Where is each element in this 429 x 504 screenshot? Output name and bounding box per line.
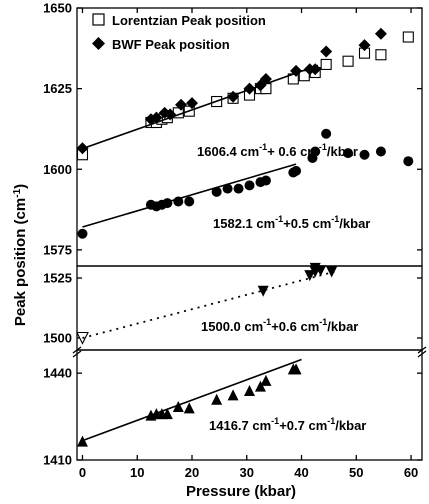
data-point-filled-triangle-up [183, 402, 195, 414]
x-axis-label: Pressure (kbar) [186, 483, 296, 500]
legend-label-bwf: BWF Peak position [112, 37, 230, 52]
data-point-filled-circle [260, 175, 271, 186]
y-tick-label: 1500 [43, 331, 72, 346]
data-point-filled-diamond [243, 82, 256, 95]
data-point-filled-triangle-up [172, 400, 184, 412]
x-tick-label: 0 [79, 465, 86, 480]
data-point-filled-circle [291, 165, 302, 176]
y-tick-label: 1410 [43, 453, 72, 468]
fit-line [82, 163, 297, 228]
panel-frame-3 [76, 349, 423, 461]
y-tick-label: 1525 [43, 271, 72, 286]
plot-panels: 1575 1600 1625 1650 1500 1525 1410 1440 [43, 1, 423, 468]
data-point-filled-circle [321, 128, 332, 139]
legend: Lorentzian Peak position BWF Peak positi… [92, 13, 266, 52]
data-point-filled-diamond [309, 63, 322, 76]
data-point-open-square [320, 58, 332, 70]
panel-frame-2 [76, 265, 423, 351]
fit-line [82, 358, 302, 442]
y-tick-label: 1625 [43, 81, 72, 96]
data-point-filled-circle [222, 183, 233, 194]
x-tick-label: 60 [404, 465, 418, 480]
y-tick-label: 1650 [43, 1, 72, 16]
data-point-filled-triangle-up [161, 408, 173, 420]
axis-break-mark-left [72, 346, 82, 358]
fit-annotation-2: 1582.1 cm-1+0.5 cm-1/kbar [213, 214, 370, 231]
legend-label-lorentzian: Lorentzian Peak position [112, 13, 266, 28]
data-point-filled-triangle-up [260, 374, 272, 386]
fit-annotation-1: 1606.4 cm-1+ 0.6 cm-1/kbar [197, 142, 358, 159]
data-point-filled-triangle-up [76, 435, 88, 447]
axis-break-marks [72, 346, 427, 358]
data-point-filled-triangle-down [304, 270, 316, 282]
data-point-filled-circle [244, 180, 255, 191]
data-point-open-square [342, 55, 354, 67]
data-point-filled-diamond [320, 45, 333, 58]
data-point-filled-triangle-down [315, 265, 327, 277]
fit-line [82, 64, 319, 150]
x-tick-label: 10 [130, 465, 144, 480]
data-point-filled-circle [403, 156, 414, 167]
fit-line [82, 270, 335, 339]
fit-annotation-4: 1416.7 cm-1+0.7 cm-1/kbar [209, 416, 366, 433]
x-tick-label: 50 [349, 465, 363, 480]
data-point-filled-diamond [358, 39, 371, 52]
y-tick-label: 1600 [43, 162, 72, 177]
data-point-filled-circle [343, 148, 354, 159]
data-marks [76, 27, 414, 447]
data-point-filled-circle [184, 196, 195, 207]
data-point-filled-triangle-up [290, 363, 302, 375]
data-point-filled-triangle-down [257, 285, 269, 297]
data-point-open-square [402, 31, 414, 43]
legend-marker-filled-diamond [92, 37, 105, 50]
data-point-open-square [375, 49, 387, 61]
x-tick-label: 30 [240, 465, 254, 480]
fit-lines [82, 64, 335, 442]
data-point-filled-triangle-up [244, 385, 255, 397]
y-tick-label: 1575 [43, 242, 72, 257]
x-tick-label: 40 [294, 465, 308, 480]
data-point-filled-diamond [374, 27, 387, 40]
data-point-filled-triangle-down [326, 266, 338, 278]
y-axis-label: Peak position (cm-1) [12, 184, 29, 326]
data-point-filled-circle [359, 149, 370, 160]
data-point-filled-circle [233, 183, 244, 194]
data-point-filled-triangle-up [227, 389, 239, 401]
x-axis-ticks: 0 10 20 30 40 50 60 [79, 8, 418, 480]
data-point-filled-circle [310, 146, 321, 157]
data-point-filled-triangle-up [211, 393, 223, 405]
x-tick-label: 20 [185, 465, 199, 480]
y-tick-label: 1440 [43, 366, 72, 381]
legend-marker-open-square [92, 13, 105, 26]
data-point-filled-circle [77, 228, 88, 239]
data-point-filled-triangle-up [254, 380, 266, 392]
data-point-filled-diamond [186, 97, 198, 110]
data-point-filled-circle [211, 186, 222, 197]
axis-break-mark-right [417, 346, 427, 358]
data-point-filled-diamond [175, 98, 188, 111]
data-point-filled-circle [375, 146, 386, 157]
fit-annotation-3: 1500.0 cm-1+0.6 cm-1/kbar [201, 317, 358, 334]
